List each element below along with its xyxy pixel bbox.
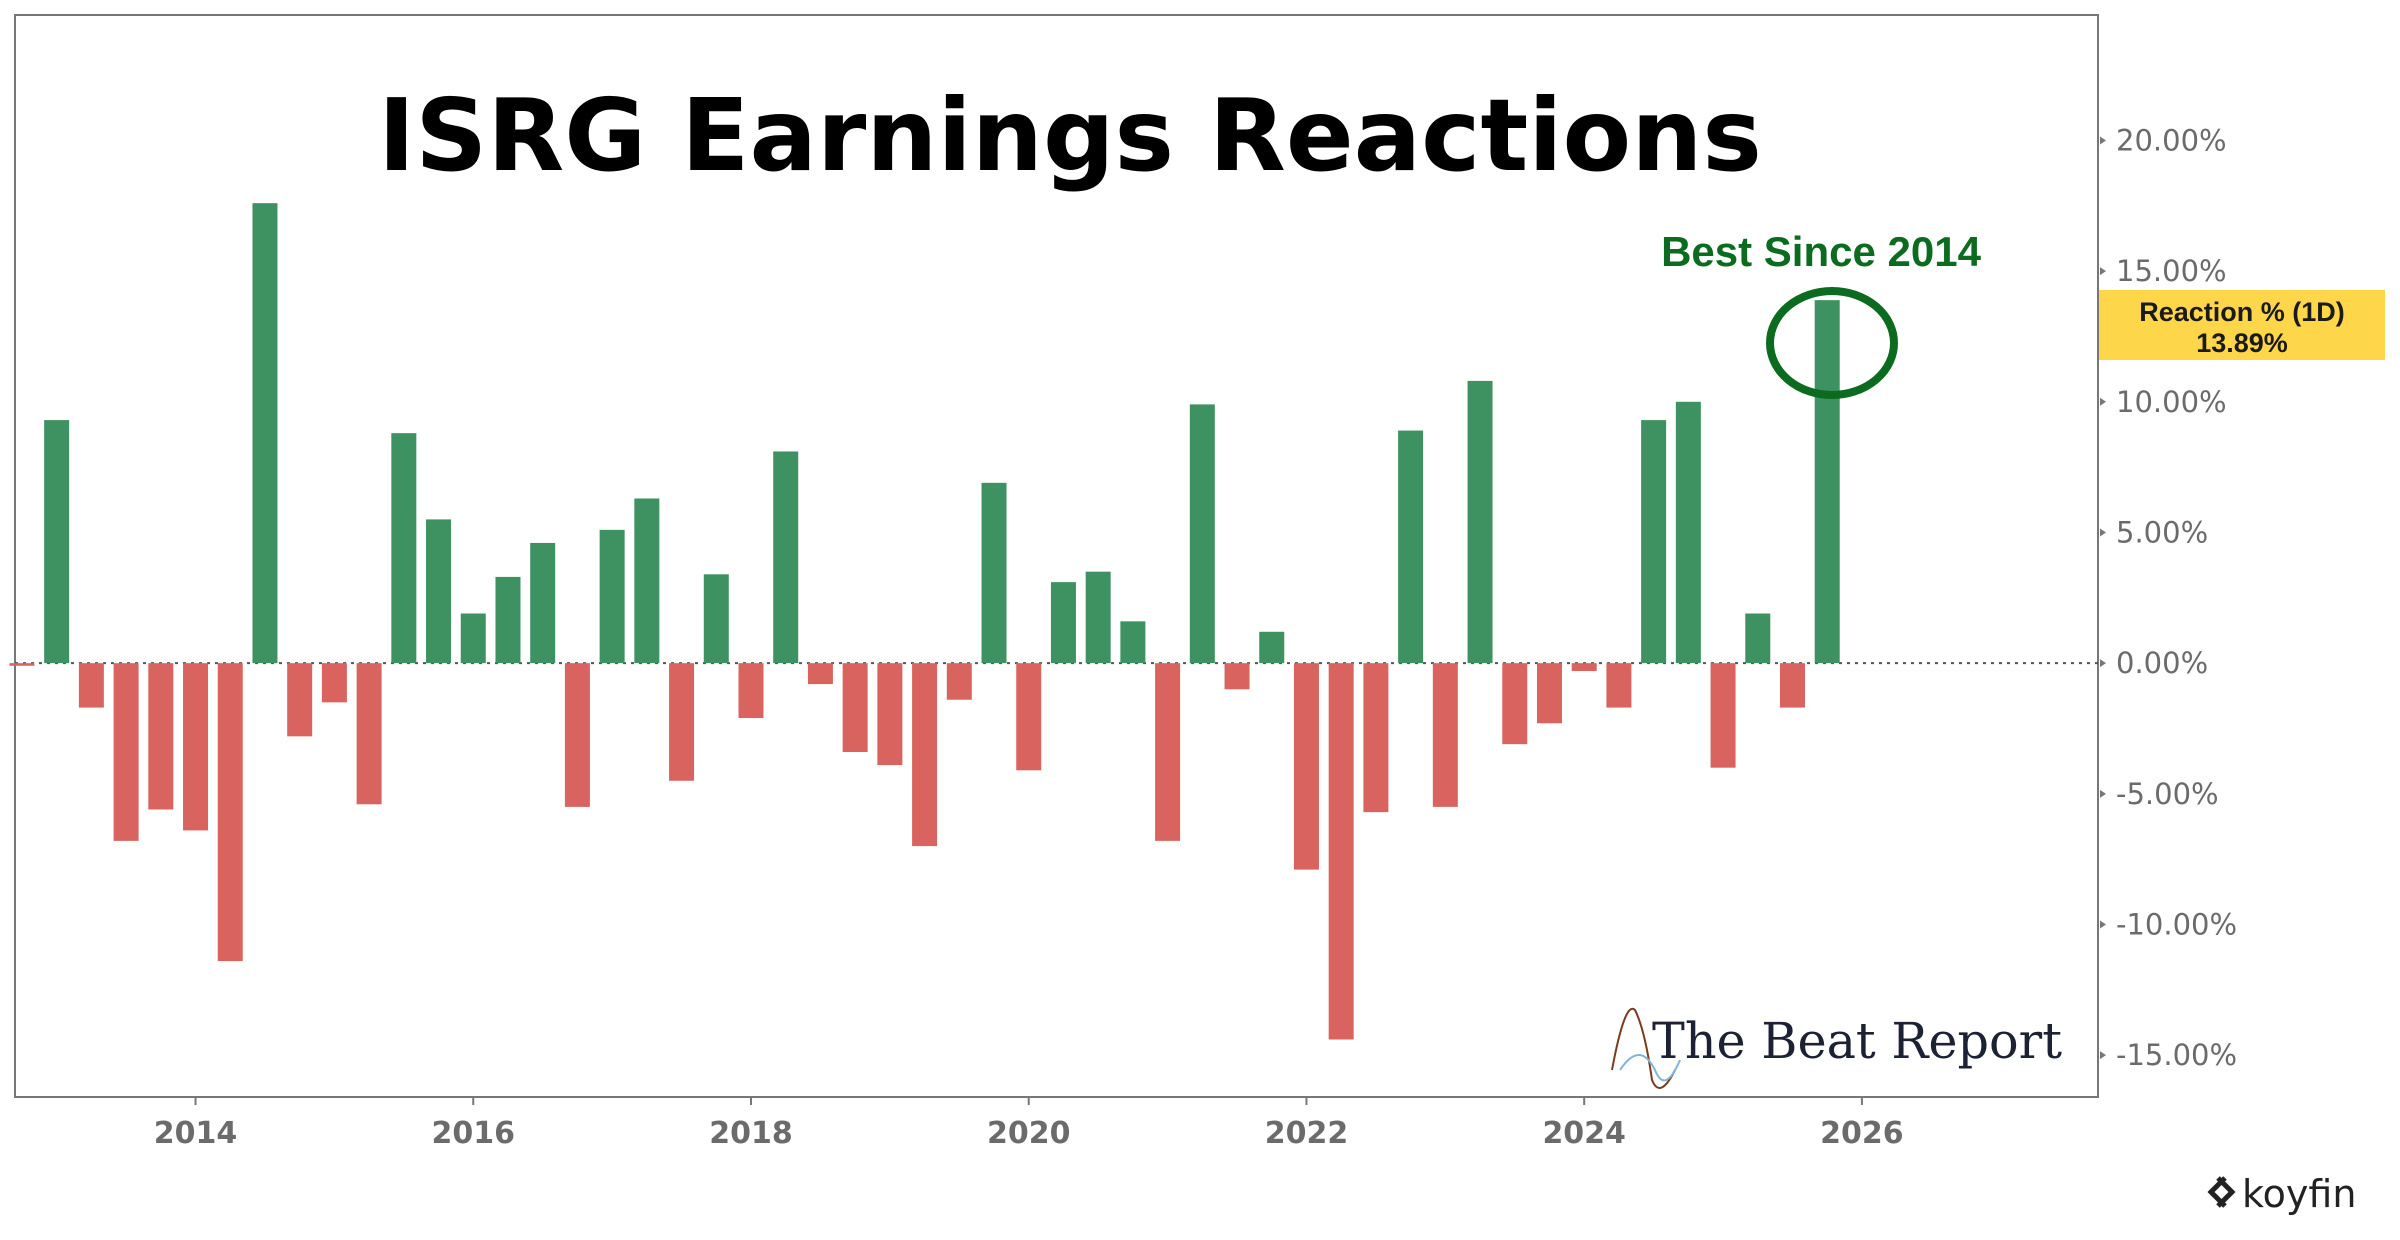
- bar: [530, 542, 556, 664]
- bar: [1085, 571, 1111, 664]
- bar: [738, 663, 764, 719]
- bar: [44, 420, 70, 664]
- bar: [391, 433, 417, 664]
- y-tick-label: 20.00%: [2116, 123, 2227, 157]
- bar: [1536, 663, 1562, 724]
- bar: [634, 498, 660, 664]
- bar: [1120, 621, 1146, 664]
- y-axis: 20.00% 15.00% 10.00% 5.00% 0.00% -5.00% -10.00…: [2100, 123, 2237, 1072]
- bar: [183, 663, 209, 831]
- y-tick-label: -15.00%: [2116, 1038, 2237, 1072]
- watermark-logo: The Beat Report: [1611, 1007, 2062, 1089]
- bar: [946, 663, 972, 700]
- bar: [1259, 631, 1285, 664]
- bars: [9, 203, 1840, 1040]
- bar: [1606, 663, 1632, 708]
- y-tick-mark: [2100, 920, 2106, 929]
- x-axis: 2014 2016 2018 2020 2022 2024 2026: [154, 1097, 1904, 1151]
- bar: [1641, 420, 1667, 664]
- y-tick-label: 0.00%: [2116, 646, 2208, 680]
- bar: [1779, 663, 1805, 708]
- bar: [148, 663, 174, 810]
- watermark-text: The Beat Report: [1652, 1012, 2062, 1070]
- bar: [1675, 401, 1701, 664]
- x-tick-label: 2022: [1265, 1116, 1349, 1151]
- bar: [1571, 663, 1597, 671]
- bar: [842, 663, 868, 753]
- y-tick-mark: [2100, 659, 2106, 668]
- bar: [1398, 430, 1424, 664]
- koyfin-icon: [2207, 1176, 2236, 1208]
- bar: [356, 663, 382, 805]
- bar: [321, 663, 347, 703]
- plot-frame: [14, 14, 2099, 1098]
- bar: [1432, 663, 1458, 807]
- bar: [217, 663, 243, 962]
- bar: [287, 663, 313, 737]
- bar: [1814, 300, 1840, 664]
- y-tick-mark: [2100, 1051, 2106, 1060]
- x-tick-label: 2024: [1542, 1116, 1626, 1151]
- x-tick-label: 2020: [987, 1116, 1071, 1151]
- y-tick-mark: [2100, 528, 2106, 537]
- bar: [703, 574, 729, 664]
- bar: [1502, 663, 1528, 745]
- chart-title: ISRG Earnings Reactions: [378, 77, 1762, 194]
- y-tick-label: 15.00%: [2116, 254, 2227, 288]
- y-tick-mark: [2100, 136, 2106, 145]
- series-name-label: Reaction % (1D): [2139, 297, 2345, 327]
- bar: [1710, 663, 1736, 768]
- bar: [1224, 663, 1250, 690]
- bar: [1745, 613, 1771, 664]
- bar: [877, 663, 903, 766]
- bar: [495, 576, 521, 664]
- bar: [981, 482, 1007, 664]
- bar: [669, 663, 695, 781]
- koyfin-logo: koyfin: [2207, 1172, 2356, 1216]
- x-tick-label: 2016: [432, 1116, 516, 1151]
- bar: [113, 663, 139, 841]
- source-label: koyfin: [2242, 1172, 2356, 1216]
- x-tick-label: 2018: [709, 1116, 793, 1151]
- bar: [1363, 663, 1389, 813]
- bar: [599, 529, 625, 664]
- bar: [1293, 663, 1319, 870]
- y-tick-mark: [2100, 397, 2106, 406]
- bar: [1050, 582, 1076, 664]
- bar: [1016, 663, 1042, 771]
- y-tick-mark: [2100, 267, 2106, 276]
- bar: [252, 203, 278, 664]
- y-tick-label: -10.00%: [2116, 908, 2237, 942]
- y-tick-label: 5.00%: [2116, 515, 2208, 549]
- bar: [1467, 380, 1493, 664]
- x-tick-label: 2026: [1820, 1116, 1904, 1151]
- bar: [1328, 663, 1354, 1040]
- annotation-label: Best Since 2014: [1661, 228, 1982, 275]
- y-tick-label: -5.00%: [2116, 777, 2219, 811]
- y-tick-mark: [2100, 789, 2106, 798]
- bar: [1189, 404, 1215, 664]
- bar: [564, 663, 590, 807]
- bar: [9, 663, 35, 666]
- bar: [773, 451, 799, 664]
- annotation-circle: [1766, 287, 1898, 399]
- last-value-label: 13.89%: [2196, 328, 2288, 358]
- bar: [912, 663, 938, 847]
- bar: [807, 663, 833, 685]
- bar: [1155, 663, 1181, 841]
- y-tick-label: 10.00%: [2116, 385, 2227, 419]
- bar: [460, 613, 486, 664]
- last-value-label-bg: [2099, 290, 2385, 360]
- x-tick-label: 2014: [154, 1116, 238, 1151]
- bar: [78, 663, 104, 708]
- bar: [426, 519, 452, 664]
